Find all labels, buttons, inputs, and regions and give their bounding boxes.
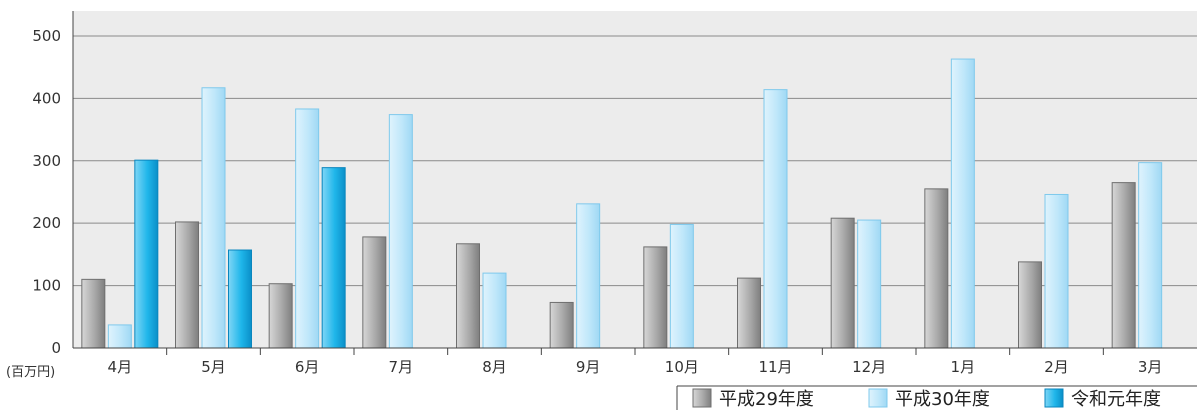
y-tick-label: 0 — [51, 339, 61, 357]
legend-swatch — [1044, 388, 1064, 408]
bar-h29 — [1018, 261, 1042, 349]
y-tick-labels: 0 100 200 300 400 500 — [32, 27, 61, 357]
x-tick-labels: 4月 5月 6月 7月 8月 9月 10月 11月 12月 1月 2月 3月 — [108, 358, 1163, 376]
x-tick-label: 6月 — [295, 358, 320, 376]
bar-h30 — [201, 87, 226, 349]
legend-label: 平成29年度 — [719, 389, 814, 410]
bar-h29 — [81, 278, 106, 349]
legend-swatch — [692, 388, 712, 408]
legend: 平成29年度 平成30年度 令和元年度 — [676, 385, 1197, 410]
plot-area — [73, 11, 1197, 348]
legend-label: 平成30年度 — [895, 389, 990, 410]
bar-h29 — [549, 301, 574, 349]
y-tick-label: 500 — [32, 27, 61, 45]
bar-h29 — [1111, 182, 1136, 349]
x-tick-label: 2月 — [1044, 358, 1069, 376]
bar-h29 — [456, 243, 480, 349]
x-tick-label: 3月 — [1138, 358, 1163, 376]
x-tick-label: 5月 — [201, 358, 226, 376]
bar-r1 — [134, 159, 159, 349]
legend-swatch — [868, 388, 888, 408]
bar-h29 — [268, 283, 293, 349]
x-tick-label: 1月 — [951, 358, 976, 376]
bar-h29 — [924, 188, 949, 349]
x-tick-marks — [166, 348, 1104, 355]
x-tick-label: 11月 — [758, 358, 792, 376]
gridlines — [73, 35, 1197, 287]
unit-label: (百万円) — [6, 365, 55, 380]
y-tick-label: 300 — [32, 152, 61, 170]
bar-h30 — [482, 272, 507, 349]
bar-h29 — [830, 217, 855, 349]
bar-h30 — [1138, 162, 1163, 349]
bar-h30 — [295, 108, 320, 349]
x-tick-label: 10月 — [665, 358, 699, 376]
bar-r1 — [321, 167, 346, 349]
bar-h30 — [669, 223, 694, 349]
bar-h30 — [857, 219, 882, 349]
x-tick-label: 12月 — [852, 358, 886, 376]
bar-h30 — [950, 58, 975, 349]
bar-h30 — [576, 203, 601, 349]
bar-h29 — [643, 246, 668, 349]
bar-h29 — [175, 221, 199, 349]
bar-h30 — [763, 89, 788, 349]
legend-label: 令和元年度 — [1071, 389, 1161, 410]
x-tick-label: 4月 — [108, 358, 133, 376]
y-tick-label: 400 — [32, 89, 61, 107]
x-tick-label: 8月 — [482, 358, 507, 376]
x-tick-label: 7月 — [389, 358, 414, 376]
bar-h30 — [388, 114, 413, 349]
bar-h30 — [1044, 193, 1069, 349]
bar-r1 — [228, 249, 252, 349]
y-tick-label: 100 — [32, 277, 61, 295]
bar-h29 — [737, 277, 761, 349]
bar-h30 — [107, 324, 132, 349]
bar-h29 — [362, 236, 387, 349]
y-tick-label: 200 — [32, 214, 61, 232]
x-tick-label: 9月 — [576, 358, 601, 376]
